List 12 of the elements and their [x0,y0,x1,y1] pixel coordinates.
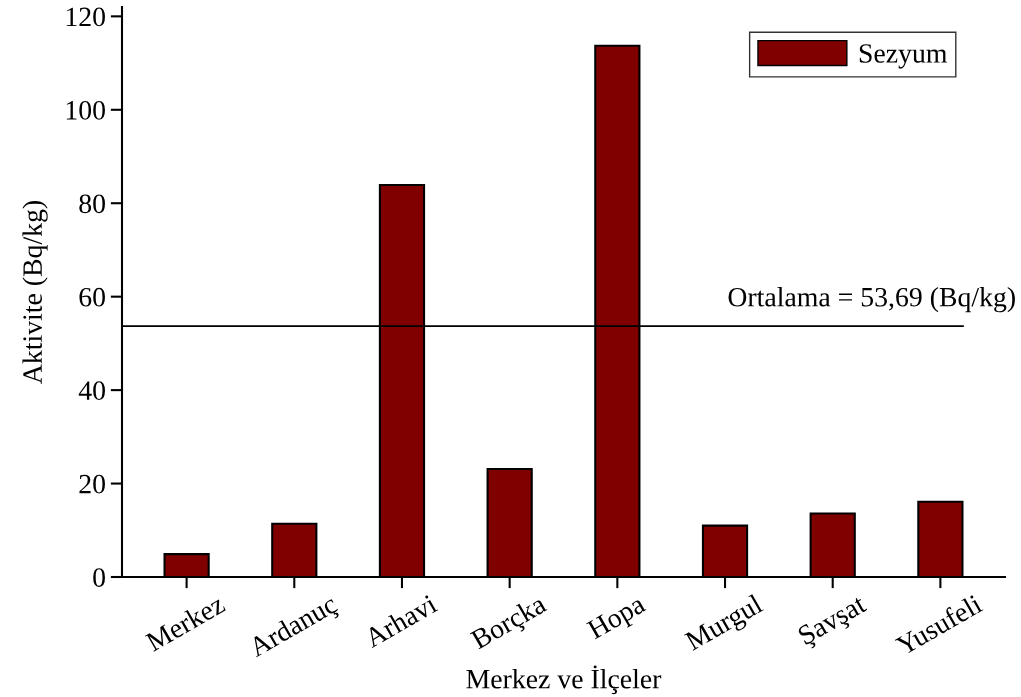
y-tick-label: 120 [66,7,105,27]
x-tick-label: Hopa [586,594,650,645]
y-tick-label: 60 [79,287,105,307]
y-tick-label: 0 [93,568,105,587]
y-tick-label: 80 [79,194,105,214]
y-tick-label: 40 [78,381,105,401]
ref-line-label: Ortalama = 53,69 (Bq/kg) [728,287,1015,313]
legend-label: Sezyum [859,44,948,69]
y-tick-label: 20 [79,474,105,494]
y-tick-label: 100 [66,100,105,120]
x-axis-title: Merkez ve İlçeler [466,665,662,695]
y-axis-title: Aktivite (Bq/kg) [22,201,48,384]
